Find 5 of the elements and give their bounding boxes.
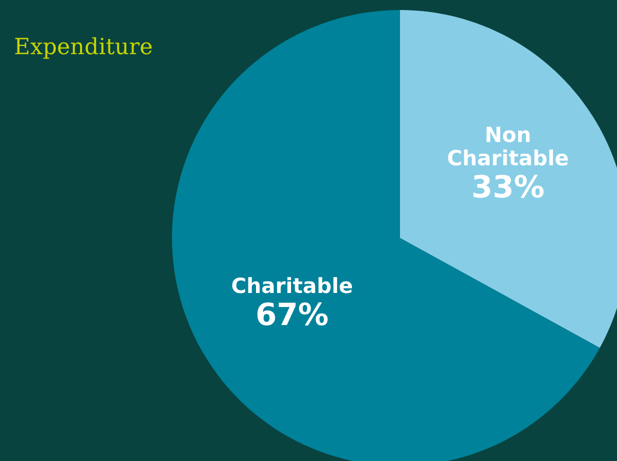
data-label: 33% (473, 174, 544, 198)
data-label: 67% (257, 302, 328, 326)
slice-label: Charitable (232, 277, 352, 294)
text: Expenditure (15, 37, 152, 59)
slice-label: Non Charitable (448, 126, 568, 166)
